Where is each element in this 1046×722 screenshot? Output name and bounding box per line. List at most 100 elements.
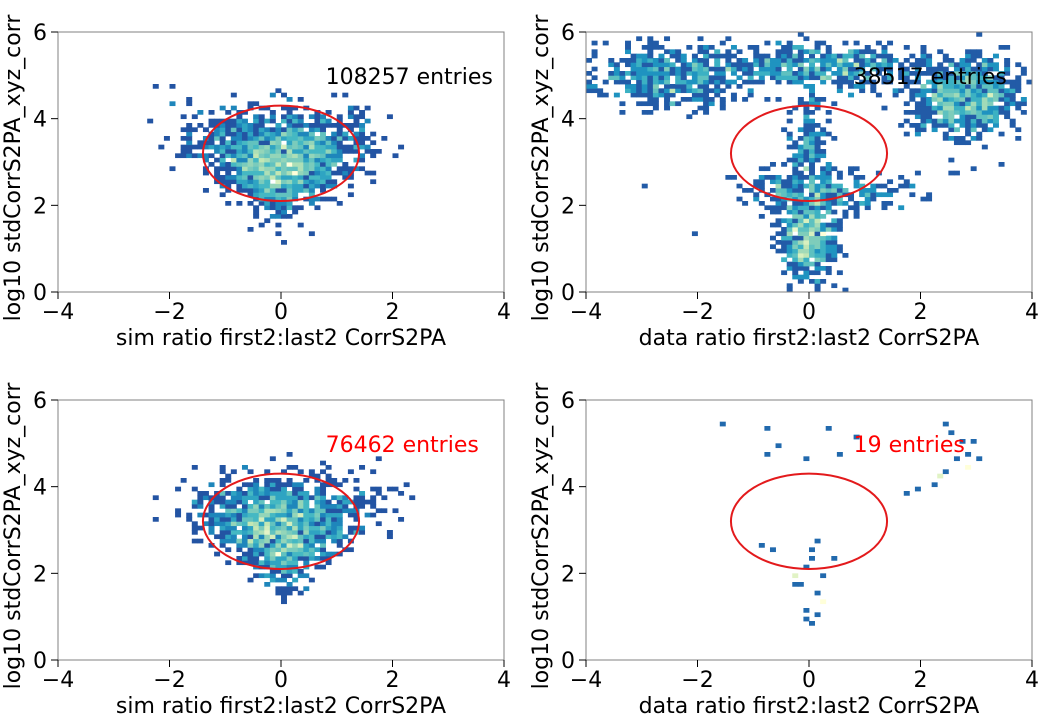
histogram-bin: [970, 75, 977, 81]
histogram-bin: [253, 175, 260, 180]
histogram-bin: [297, 123, 304, 128]
histogram-bin: [914, 79, 921, 85]
histogram-bin: [625, 88, 631, 94]
histogram-bin: [269, 118, 276, 124]
histogram-bin: [814, 261, 821, 267]
histogram-bin: [636, 58, 643, 63]
histogram-bin: [998, 110, 1005, 115]
histogram-bin: [803, 101, 810, 107]
histogram-bin: [825, 248, 832, 254]
histogram-bin: [253, 482, 260, 488]
histogram-bin: [742, 58, 749, 63]
histogram-bin: [308, 140, 315, 146]
histogram-bin: [264, 157, 271, 163]
histogram-bin: [675, 58, 682, 63]
histogram-bin: [809, 136, 815, 141]
histogram-bin: [320, 512, 327, 518]
histogram-bin: [920, 105, 927, 111]
histogram-bin: [987, 105, 994, 111]
histogram-bin: [848, 170, 855, 176]
histogram-bin: [942, 421, 949, 427]
histogram-bin: [1004, 110, 1011, 115]
histogram-bin: [641, 88, 648, 94]
histogram-bin: [825, 240, 832, 245]
histogram-bin: [191, 521, 198, 527]
histogram-bin: [658, 92, 665, 98]
histogram-bin: [803, 105, 810, 111]
histogram-bin: [619, 71, 626, 76]
histogram-bin: [264, 547, 271, 553]
histogram-bin: [303, 183, 310, 189]
histogram-bin: [652, 58, 659, 63]
histogram-bin: [658, 58, 665, 63]
histogram-bin: [842, 188, 849, 193]
histogram-bin: [320, 131, 327, 137]
histogram-bin: [225, 491, 232, 496]
histogram-bin: [937, 97, 944, 102]
histogram-bin: [769, 175, 776, 180]
histogram-bin: [942, 97, 949, 102]
histogram-bin: [303, 551, 310, 557]
histogram-bin: [241, 166, 248, 172]
histogram-bin: [269, 551, 276, 557]
histogram-bin: [859, 62, 866, 68]
histogram-bin: [887, 79, 894, 85]
histogram-bin: [914, 58, 921, 63]
histogram-bin: [236, 144, 243, 150]
histogram-bin: [269, 556, 276, 561]
histogram-bin: [753, 179, 760, 185]
histogram-bin: [725, 53, 732, 59]
histogram-bin: [258, 149, 265, 154]
histogram-bin: [264, 508, 271, 514]
histogram-bin: [208, 530, 215, 535]
histogram-bin: [236, 530, 243, 535]
histogram-bin: [186, 140, 193, 146]
histogram-bin: [1004, 88, 1011, 94]
histogram-bin: [914, 123, 921, 128]
histogram-bin: [359, 136, 366, 141]
histogram-bin: [292, 157, 299, 163]
histogram-bin: [708, 88, 715, 94]
histogram-bin: [253, 101, 260, 107]
histogram-bin: [691, 110, 698, 115]
histogram-bin: [236, 491, 243, 496]
histogram-bin: [820, 58, 827, 63]
histogram-bin: [336, 534, 343, 540]
histogram-bin: [303, 556, 310, 561]
histogram-bin: [381, 508, 388, 514]
histogram-bin: [1004, 101, 1011, 107]
histogram-bin: [887, 53, 894, 59]
histogram-bin: [202, 491, 209, 496]
histogram-bin: [641, 58, 648, 63]
histogram-bin: [786, 235, 793, 241]
histogram-bin: [253, 486, 260, 492]
histogram-bin: [264, 144, 271, 150]
histogram-bin: [942, 58, 949, 63]
histogram-bin: [920, 88, 927, 94]
histogram-bin: [208, 144, 215, 150]
histogram-bin: [803, 157, 810, 163]
histogram-bin: [809, 240, 815, 245]
entries-annotation: 76462 entries: [326, 433, 479, 458]
histogram-bin: [325, 473, 332, 479]
histogram-bin: [714, 66, 721, 72]
histogram-bin: [697, 36, 704, 42]
histogram-bin: [625, 62, 631, 68]
histogram-bin: [870, 62, 877, 68]
histogram-bin: [292, 144, 299, 150]
x-tick-label: 0: [802, 668, 816, 693]
histogram-bin: [809, 140, 815, 146]
histogram-bin: [647, 45, 654, 50]
histogram-bin: [269, 166, 276, 172]
histogram-bin: [320, 482, 327, 488]
histogram-bin: [652, 88, 659, 94]
histogram-bin: [303, 157, 310, 163]
histogram-bin: [937, 75, 944, 81]
histogram-bin: [241, 551, 248, 557]
histogram-bin: [831, 101, 838, 107]
histogram-bin: [269, 486, 276, 492]
histogram-bin: [264, 538, 271, 544]
x-tick-label: −2: [153, 668, 185, 693]
histogram-bin: [792, 166, 799, 172]
